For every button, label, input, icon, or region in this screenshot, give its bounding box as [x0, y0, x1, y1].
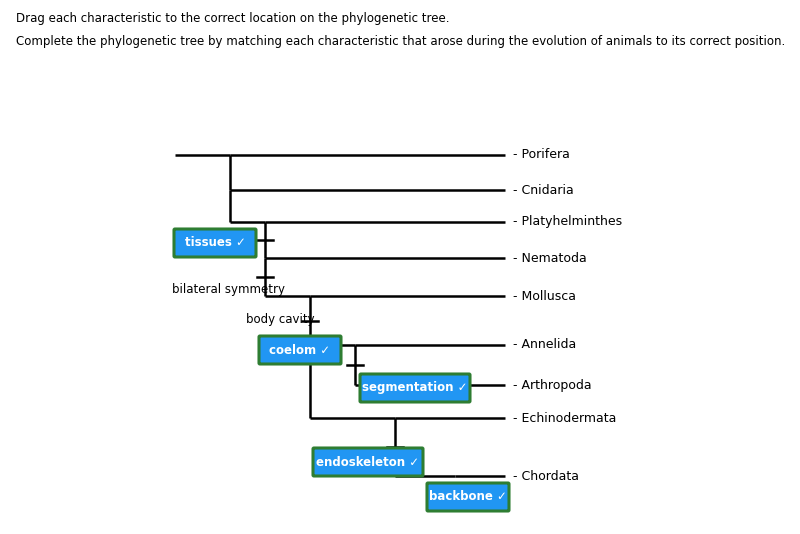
Text: body cavity: body cavity: [246, 313, 315, 326]
FancyBboxPatch shape: [360, 374, 470, 402]
Text: - Cnidaria: - Cnidaria: [513, 184, 574, 197]
Text: Drag each characteristic to the correct location on the phylogenetic tree.: Drag each characteristic to the correct …: [16, 12, 450, 25]
Text: tissues ✓: tissues ✓: [185, 237, 246, 249]
Text: segmentation ✓: segmentation ✓: [362, 381, 468, 395]
FancyBboxPatch shape: [313, 448, 423, 476]
Text: - Arthropoda: - Arthropoda: [513, 379, 592, 391]
Text: - Mollusca: - Mollusca: [513, 289, 576, 302]
Text: - Platyhelminthes: - Platyhelminthes: [513, 216, 622, 229]
Text: - Annelida: - Annelida: [513, 339, 576, 351]
FancyBboxPatch shape: [174, 229, 256, 257]
Text: - Echinodermata: - Echinodermata: [513, 412, 616, 425]
Text: - Chordata: - Chordata: [513, 469, 579, 483]
Text: bilateral symmetry: bilateral symmetry: [172, 284, 285, 296]
Text: coelom ✓: coelom ✓: [270, 343, 330, 357]
Text: - Porifera: - Porifera: [513, 148, 570, 161]
Text: Complete the phylogenetic tree by matching each characteristic that arose during: Complete the phylogenetic tree by matchi…: [16, 35, 786, 48]
Text: endoskeleton ✓: endoskeleton ✓: [317, 456, 419, 468]
Text: backbone ✓: backbone ✓: [429, 491, 507, 504]
FancyBboxPatch shape: [259, 336, 341, 364]
Text: - Nematoda: - Nematoda: [513, 252, 586, 264]
FancyBboxPatch shape: [427, 483, 509, 511]
